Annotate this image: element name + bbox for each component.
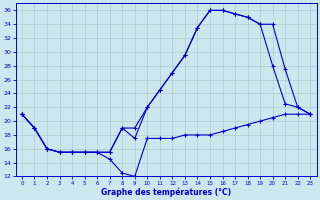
X-axis label: Graphe des températures (°C): Graphe des températures (°C) xyxy=(101,187,231,197)
